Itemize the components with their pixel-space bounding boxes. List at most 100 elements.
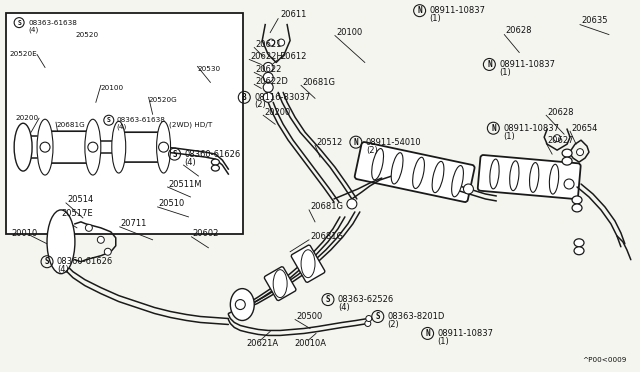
Text: (2WD) HD/T: (2WD) HD/T	[168, 122, 212, 128]
Circle shape	[463, 184, 474, 194]
Text: (1): (1)	[503, 132, 515, 141]
FancyBboxPatch shape	[264, 267, 296, 301]
Text: S: S	[45, 257, 49, 266]
Ellipse shape	[549, 164, 559, 194]
Text: N: N	[353, 138, 358, 147]
Circle shape	[97, 236, 104, 243]
Text: (2): (2)	[388, 320, 399, 329]
Ellipse shape	[562, 157, 572, 165]
Ellipse shape	[47, 210, 75, 274]
Text: S: S	[107, 117, 111, 123]
Circle shape	[236, 299, 245, 310]
Ellipse shape	[574, 239, 584, 247]
Text: 08363-8201D: 08363-8201D	[388, 312, 445, 321]
FancyBboxPatch shape	[40, 131, 99, 163]
Text: 20681G: 20681G	[302, 78, 335, 87]
Text: 08911-10837: 08911-10837	[499, 60, 556, 69]
Circle shape	[554, 135, 561, 142]
Bar	[6, 13, 243, 234]
Text: 08911-54010: 08911-54010	[366, 138, 422, 147]
Text: N: N	[417, 6, 422, 15]
Ellipse shape	[490, 159, 499, 189]
Ellipse shape	[263, 82, 273, 92]
Text: 20500: 20500	[296, 312, 323, 321]
Ellipse shape	[37, 119, 53, 175]
Text: 08363-62526: 08363-62526	[338, 295, 394, 304]
Text: N: N	[491, 124, 495, 133]
Text: N: N	[426, 329, 430, 338]
Text: 20520: 20520	[76, 32, 99, 38]
FancyBboxPatch shape	[291, 245, 325, 282]
Ellipse shape	[14, 123, 32, 171]
Text: (1): (1)	[429, 14, 442, 23]
Circle shape	[347, 199, 357, 209]
Text: (2): (2)	[366, 145, 378, 155]
Circle shape	[365, 321, 371, 327]
Ellipse shape	[562, 149, 572, 157]
Text: 20711: 20711	[121, 219, 147, 228]
Ellipse shape	[263, 73, 273, 82]
Text: 20520G: 20520G	[148, 97, 177, 103]
Text: 20681G: 20681G	[56, 122, 84, 128]
Circle shape	[88, 142, 98, 152]
Text: 08911-10837: 08911-10837	[429, 6, 486, 15]
Ellipse shape	[572, 196, 582, 204]
Text: ^P00<0009: ^P00<0009	[582, 357, 627, 363]
Circle shape	[366, 315, 372, 321]
Text: 20611: 20611	[280, 10, 307, 19]
Text: 08360-61626: 08360-61626	[57, 257, 113, 266]
Text: 20200: 20200	[15, 115, 38, 121]
Circle shape	[40, 142, 50, 152]
Ellipse shape	[529, 163, 539, 192]
Circle shape	[577, 149, 584, 155]
Circle shape	[278, 39, 285, 46]
Text: 08911-10837: 08911-10837	[503, 124, 559, 133]
Text: 20510: 20510	[159, 199, 185, 208]
Text: B: B	[242, 93, 246, 102]
Text: (4): (4)	[116, 124, 127, 131]
Text: S: S	[172, 150, 177, 158]
Ellipse shape	[263, 62, 273, 73]
Ellipse shape	[211, 159, 220, 165]
Text: 20514: 20514	[67, 195, 93, 205]
Ellipse shape	[509, 161, 519, 190]
Text: (4): (4)	[338, 303, 349, 312]
Text: 20635: 20635	[581, 16, 607, 25]
Text: 20010: 20010	[11, 229, 37, 238]
Text: 20100: 20100	[336, 28, 362, 37]
Ellipse shape	[372, 148, 383, 180]
Text: 08363-61638: 08363-61638	[28, 20, 77, 26]
Text: (4): (4)	[184, 158, 196, 167]
FancyBboxPatch shape	[478, 155, 580, 199]
Text: 08363-61638: 08363-61638	[116, 117, 166, 123]
Text: 20530: 20530	[198, 67, 221, 73]
Ellipse shape	[157, 121, 171, 173]
Text: 20200: 20200	[264, 108, 291, 117]
Text: N: N	[487, 60, 492, 69]
Text: S: S	[17, 20, 21, 26]
Text: (1): (1)	[438, 337, 449, 346]
Text: (2): (2)	[254, 100, 266, 109]
Text: 08116-83037: 08116-83037	[254, 93, 310, 102]
Ellipse shape	[85, 119, 101, 175]
FancyBboxPatch shape	[355, 142, 475, 202]
Text: 20512: 20512	[316, 138, 342, 147]
Ellipse shape	[301, 250, 315, 278]
Circle shape	[564, 179, 574, 189]
Ellipse shape	[263, 92, 273, 102]
Text: 20628: 20628	[506, 26, 532, 35]
Text: 20520E: 20520E	[9, 51, 37, 58]
Ellipse shape	[452, 166, 463, 197]
Text: (1): (1)	[499, 68, 511, 77]
Text: 08911-10837: 08911-10837	[438, 329, 493, 338]
Text: 20681G: 20681G	[310, 232, 343, 241]
Ellipse shape	[432, 161, 444, 193]
Text: 20627: 20627	[547, 136, 573, 145]
Text: 20511M: 20511M	[168, 180, 202, 189]
Ellipse shape	[572, 204, 582, 212]
FancyBboxPatch shape	[116, 132, 165, 162]
Text: 08360-61626: 08360-61626	[184, 150, 241, 158]
Text: 20622H: 20622H	[250, 52, 283, 61]
Text: 20517E: 20517E	[61, 209, 93, 218]
Text: 20621A: 20621A	[246, 339, 278, 348]
